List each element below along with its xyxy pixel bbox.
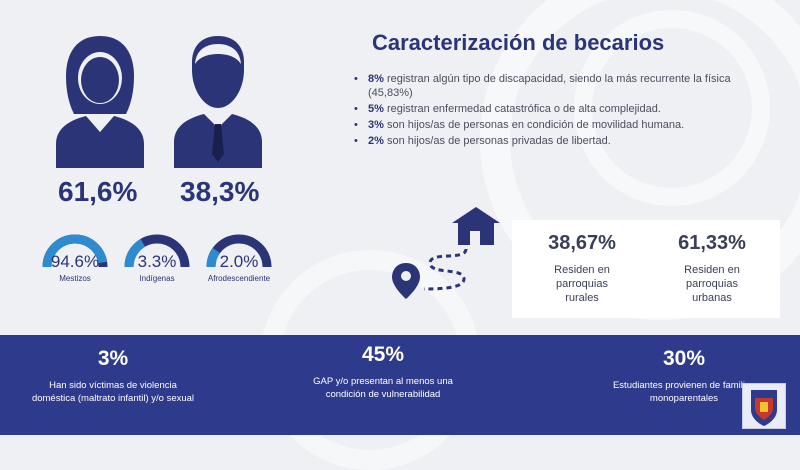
- gauge-value: 94.6%: [50, 252, 100, 271]
- bullet-text: registran algún tipo de discapacidad, si…: [368, 73, 731, 99]
- rural-label: Residen en parroquias rurales: [554, 264, 610, 304]
- gauge-indigenas: 3.3% Indígenas: [124, 234, 190, 283]
- bullet-item: 5% registran enfermedad catastrófica o d…: [352, 102, 732, 116]
- residence-card: 38,67% Residen en parroquias rurales 61,…: [512, 220, 780, 318]
- location-pin-icon: [392, 263, 420, 299]
- band-stat-single-parent: 30% Estudiantes provienen de familias mo…: [604, 347, 764, 405]
- male-percentage: 38,3%: [180, 176, 260, 207]
- female-person-icon: [52, 32, 148, 168]
- band-stat-violence: 3% Han sido víctimas de violencia domést…: [28, 347, 198, 405]
- gauge-label: Mestizos: [59, 274, 91, 283]
- urban-label: Residen en parroquias urbanas: [684, 264, 740, 304]
- page-title: Caracterización de becarios: [372, 30, 665, 55]
- bullet-highlight: 3%: [368, 119, 384, 131]
- gauge-afrodescendiente: 2.0% Afrodescendiente: [206, 234, 272, 283]
- route-graphic: [390, 205, 502, 306]
- gauge-value: 3.3%: [137, 252, 177, 271]
- institution-logo: [742, 383, 786, 429]
- bullet-item: 3% son hijos/as de personas en condición…: [352, 118, 732, 132]
- band-label: GAP y/o presentan al menos una condición…: [313, 376, 453, 400]
- bullet-text: son hijos/as de personas en condición de…: [383, 119, 685, 131]
- statistics-band: 3% Han sido víctimas de violencia domést…: [0, 335, 800, 435]
- residence-rural: 38,67% Residen en parroquias rurales: [522, 232, 642, 305]
- female-percentage: 61,6%: [58, 176, 138, 207]
- gauge-value: 2.0%: [219, 252, 259, 271]
- bullet-highlight: 8%: [368, 73, 384, 85]
- bullet-text: son hijos/as de personas privadas de lib…: [383, 135, 611, 147]
- gauge-label: Afrodescendiente: [207, 274, 271, 283]
- bullet-list: 8% registran algún tipo de discapacidad,…: [352, 72, 732, 150]
- band-percentage: 3%: [97, 347, 129, 370]
- residence-urban: 61,33% Residen en parroquias urbanas: [652, 232, 772, 305]
- band-percentage: 30%: [662, 347, 706, 370]
- band-percentage: 45%: [361, 343, 405, 366]
- gauge-mestizos: 94.6% Mestizos: [42, 234, 108, 283]
- band-label: Han sido víctimas de violencia doméstica…: [31, 380, 195, 404]
- band-label: Estudiantes provienen de familias monopa…: [612, 380, 756, 404]
- bullet-item: 8% registran algún tipo de discapacidad,…: [352, 72, 732, 100]
- bullet-item: 2% son hijos/as de personas privadas de …: [352, 134, 732, 148]
- rural-percentage: 38,67%: [548, 232, 616, 254]
- male-person-icon: [170, 32, 266, 168]
- house-icon: [452, 207, 500, 245]
- urban-percentage: 61,33%: [678, 232, 746, 254]
- bullet-highlight: 2%: [368, 135, 384, 147]
- bullet-highlight: 5%: [368, 103, 384, 115]
- band-stat-vulnerability: 45% GAP y/o presentan al menos una condi…: [298, 343, 468, 401]
- bullet-text: registran enfermedad catastrófica o de a…: [383, 103, 661, 115]
- gauge-label: Indígenas: [139, 274, 175, 283]
